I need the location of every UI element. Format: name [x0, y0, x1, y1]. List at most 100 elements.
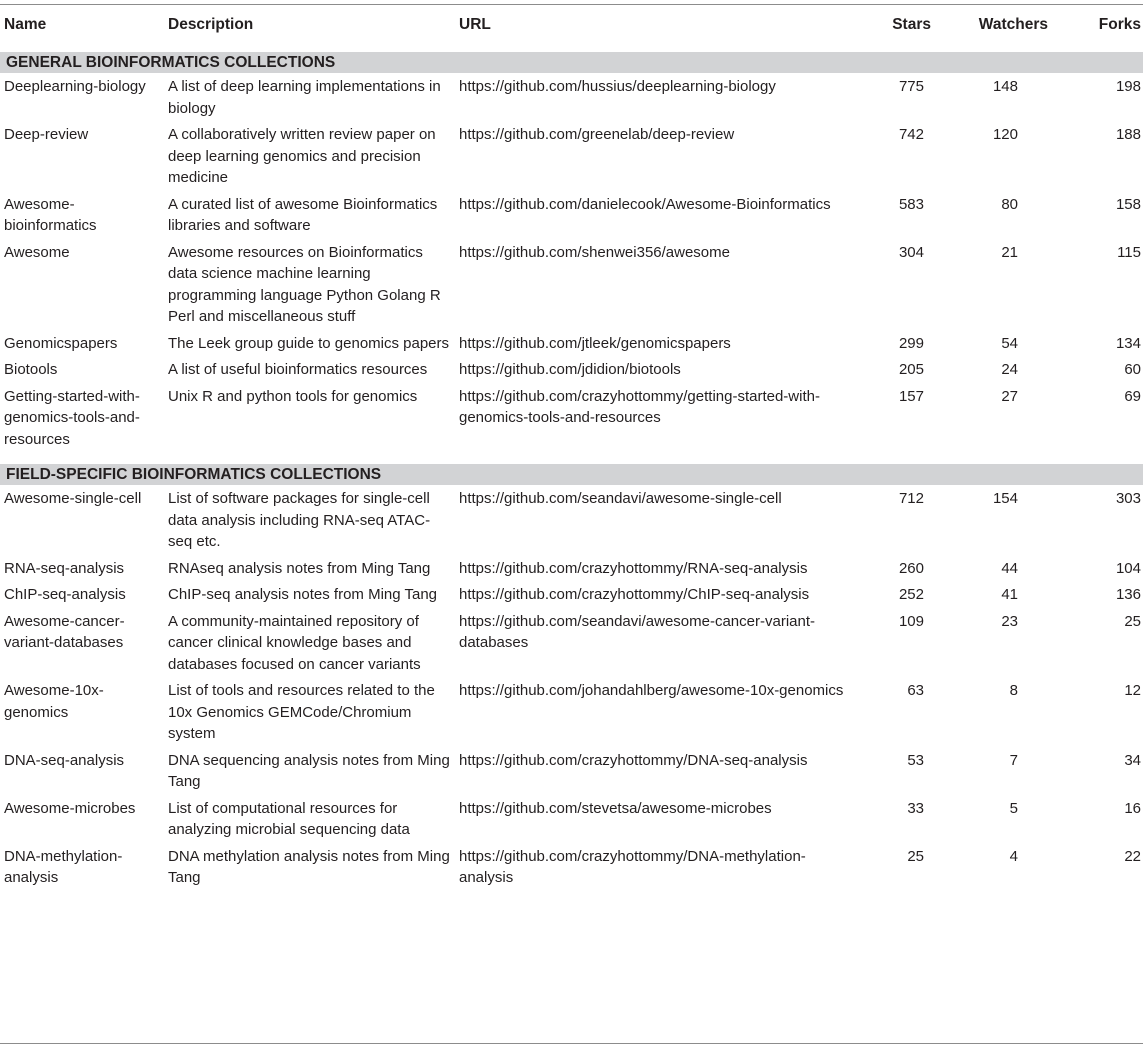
repo-forks: 303	[1115, 490, 1141, 507]
repo-watchers: 44	[1001, 559, 1018, 577]
repo-url: https://github.com/jdidion/biotools	[459, 361, 681, 378]
repo-forks: 16	[1124, 799, 1141, 817]
repo-watchers: 23	[1001, 612, 1018, 630]
repo-url: https://github.com/greenelab/deep-review	[459, 126, 735, 143]
repo-forks: 34	[1124, 751, 1141, 769]
repo-watchers: 4	[1009, 847, 1018, 865]
table-row: Deeplearning-biology A list of deep lear…	[0, 73, 1143, 124]
column-header-name: Name	[4, 15, 47, 33]
repo-description: DNA methylation analysis notes from Ming…	[168, 847, 450, 887]
repo-stars: 775	[898, 78, 924, 95]
repo-name: Awesome-bioinformatics	[4, 195, 97, 235]
table-row: ChIP-seq-analysis ChIP-seq analysis note…	[0, 584, 1143, 611]
repo-watchers: 27	[1001, 387, 1018, 405]
repo-watchers: 154	[992, 490, 1018, 507]
repo-name: DNA-methylation-analysis	[4, 847, 123, 887]
section-title: GENERAL BIOINFORMATICS COLLECTIONS	[0, 44, 1143, 73]
column-header-description: Description	[168, 15, 254, 33]
repo-description: A collaboratively written review paper o…	[168, 126, 436, 186]
table-row: DNA-seq-analysis DNA sequencing analysis…	[0, 750, 1143, 798]
repo-url: https://github.com/crazyhottommy/RNA-seq…	[459, 559, 808, 577]
table-row: Getting-started-with-genomics-tools-and-…	[0, 386, 1143, 460]
repo-stars: 260	[898, 559, 924, 577]
repo-stars: 304	[898, 243, 924, 261]
table-row: Deep-review A collaboratively written re…	[0, 124, 1143, 194]
repo-forks: 60	[1124, 361, 1141, 378]
table-bottom-rule	[0, 1043, 1143, 1044]
table-row: Biotools A list of useful bioinformatics…	[0, 359, 1143, 386]
repo-description: List of computational resources for anal…	[168, 799, 410, 839]
repo-watchers: 7	[1009, 751, 1018, 769]
repo-watchers: 120	[992, 126, 1018, 143]
repo-name: Genomicspapers	[4, 334, 118, 352]
repo-stars: 742	[898, 126, 924, 143]
repo-stars: 33	[907, 799, 924, 817]
header-row: Name Description URL Stars Watchers Fork…	[0, 4, 1143, 48]
repositories-table: Name Description URL Stars Watchers Fork…	[0, 4, 1143, 897]
repo-forks: 136	[1115, 586, 1141, 603]
repo-stars: 299	[898, 334, 924, 352]
repo-description: RNAseq analysis notes from Ming Tang	[168, 559, 431, 577]
repo-watchers: 24	[1001, 361, 1018, 378]
repo-url: https://github.com/crazyhottommy/DNA-met…	[459, 847, 806, 887]
repo-watchers: 80	[1001, 195, 1018, 213]
repo-url: https://github.com/seandavi/awesome-canc…	[459, 612, 816, 652]
repo-url: https://github.com/danielecook/Awesome-B…	[459, 195, 831, 213]
repo-stars: 53	[907, 751, 924, 769]
column-header-url: URL	[459, 15, 491, 33]
repo-url: https://github.com/stevetsa/awesome-micr…	[459, 799, 772, 817]
repo-description: Unix R and python tools for genomics	[168, 387, 418, 405]
repo-stars: 63	[907, 682, 924, 699]
repo-name: Biotools	[4, 361, 58, 378]
table-row: Awesome-single-cell List of software pac…	[0, 485, 1143, 558]
repo-forks: 25	[1124, 612, 1141, 630]
repo-url: https://github.com/crazyhottommy/DNA-seq…	[459, 751, 808, 769]
table-row: Awesome-cancer-variant-databases A commu…	[0, 611, 1143, 681]
repo-watchers: 41	[1001, 586, 1018, 603]
section-header-row: GENERAL BIOINFORMATICS COLLECTIONS	[0, 44, 1143, 73]
repo-description: ChIP-seq analysis notes from Ming Tang	[168, 586, 438, 603]
repo-watchers: 54	[1001, 334, 1018, 352]
repo-stars: 205	[898, 361, 924, 378]
repo-name: Deep-review	[4, 126, 89, 143]
column-header-forks: Forks	[1098, 15, 1141, 33]
repo-url: https://github.com/seandavi/awesome-sing…	[459, 490, 782, 507]
repo-name: Awesome-10x-genomics	[4, 682, 104, 721]
repo-url: https://github.com/hussius/deeplearning-…	[459, 78, 776, 95]
table-row: Awesome-10x-genomics List of tools and r…	[0, 680, 1143, 750]
column-header-watchers: Watchers	[978, 15, 1048, 33]
repo-stars: 252	[898, 586, 924, 603]
repo-name: ChIP-seq-analysis	[4, 586, 126, 603]
repo-description: DNA sequencing analysis notes from Ming …	[168, 751, 450, 791]
table-row: Awesome-microbes List of computational r…	[0, 798, 1143, 846]
section-title: FIELD-SPECIFIC BIOINFORMATICS COLLECTION…	[0, 455, 1143, 485]
repo-description: List of software packages for single-cel…	[168, 490, 431, 550]
repo-name: Awesome-single-cell	[4, 490, 142, 507]
table-header: Name Description URL Stars Watchers Fork…	[0, 4, 1143, 48]
repo-url: https://github.com/shenwei356/awesome	[459, 243, 730, 261]
repo-description: List of tools and resources related to t…	[168, 682, 435, 742]
repo-url: https://github.com/johandahlberg/awesome…	[459, 682, 844, 699]
repo-forks: 104	[1115, 559, 1141, 577]
repo-url: https://github.com/crazyhottommy/getting…	[459, 387, 820, 427]
repo-stars: 712	[898, 490, 924, 507]
repo-watchers: 21	[1001, 243, 1018, 261]
repo-name: Awesome	[4, 243, 70, 261]
repo-stars: 583	[898, 195, 924, 213]
section-header-row: FIELD-SPECIFIC BIOINFORMATICS COLLECTION…	[0, 455, 1143, 485]
repo-name: DNA-seq-analysis	[4, 751, 125, 769]
repo-name: Awesome-cancer-variant-databases	[4, 612, 125, 652]
repo-description: The Leek group guide to genomics papers	[168, 334, 450, 352]
table-row: Awesome Awesome resources on Bioinformat…	[0, 242, 1143, 333]
repo-url: https://github.com/jtleek/genomicspapers	[459, 334, 731, 352]
repo-forks: 115	[1117, 243, 1141, 261]
table-row: Awesome-bioinformatics A curated list of…	[0, 194, 1143, 242]
repo-watchers: 5	[1009, 799, 1018, 817]
repo-forks: 12	[1124, 682, 1141, 699]
repo-description: A list of deep learning implementations …	[168, 78, 441, 117]
table-row: Genomicspapers The Leek group guide to g…	[0, 333, 1143, 360]
repo-forks: 198	[1115, 78, 1141, 95]
table-row: RNA-seq-analysis RNAseq analysis notes f…	[0, 558, 1143, 585]
repo-description: A list of useful bioinformatics resource…	[168, 361, 428, 378]
repo-watchers: 148	[992, 78, 1018, 95]
